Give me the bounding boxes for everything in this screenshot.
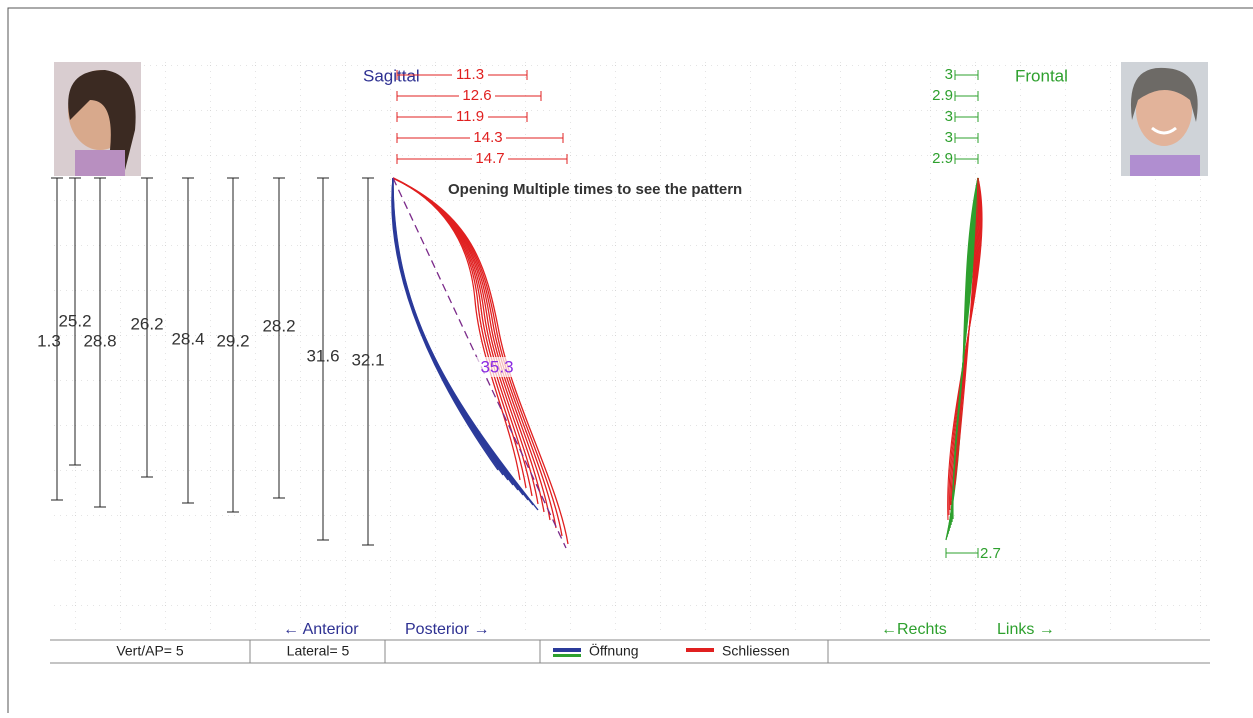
- legend-label: Schliessen: [722, 643, 790, 659]
- vertical-label: 29.2: [216, 331, 249, 350]
- frontal-label: 3: [945, 129, 953, 146]
- legend-label: Öffnung: [589, 642, 639, 659]
- vert-ap: Vert/AP= 5: [116, 643, 184, 659]
- legend-swatch: [553, 654, 581, 657]
- rechts-label: ←Rechts: [881, 621, 947, 638]
- frontal-label: 2.9: [932, 150, 953, 167]
- links-label: Links →: [997, 621, 1055, 638]
- vertical-label: 28.8: [83, 331, 116, 350]
- frontal-title: Frontal: [1015, 66, 1068, 85]
- vertical-label: 31.6: [306, 346, 339, 365]
- measure-label: 11.9: [456, 108, 484, 125]
- screen: Sagittal Frontal Opening Multiple times …: [0, 0, 1253, 713]
- sagittal-title: Sagittal: [363, 66, 420, 85]
- measure-label: 12.6: [462, 87, 491, 104]
- legend-swatch: [553, 648, 581, 652]
- vertical-label: 28.4: [171, 329, 204, 348]
- legend-swatch: [686, 648, 714, 652]
- frontal-photo: [1121, 62, 1208, 176]
- vertical-label: 26.2: [130, 314, 163, 333]
- measure-label: 14.7: [475, 150, 504, 167]
- frontal-label: 3: [945, 108, 953, 125]
- posterior-label: Posterior →: [405, 621, 489, 638]
- diagonal-label: 35.3: [480, 357, 513, 376]
- vertical-label: 1.3: [37, 331, 61, 350]
- frontal-label: 3: [945, 66, 953, 83]
- vertical-label: 25.2: [58, 311, 91, 330]
- vertical-label: 28.2: [262, 316, 295, 335]
- frontal-bottom-label: 2.7: [980, 545, 1001, 562]
- measure-label: 14.3: [473, 129, 502, 146]
- annotation: Opening Multiple times to see the patter…: [448, 181, 742, 198]
- profile-photo: [54, 62, 141, 176]
- lateral: Lateral= 5: [287, 643, 350, 659]
- anterior-label: ← Anterior: [283, 621, 359, 638]
- frontal-label: 2.9: [932, 87, 953, 104]
- measure-label: 11.3: [456, 66, 484, 83]
- vertical-label: 32.1: [351, 350, 384, 369]
